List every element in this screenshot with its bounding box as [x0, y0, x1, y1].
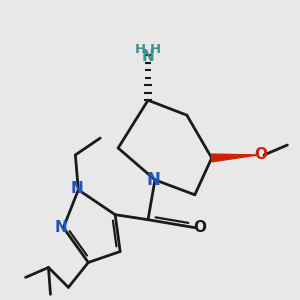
Text: O: O — [194, 220, 207, 235]
Text: N: N — [70, 181, 83, 196]
Text: H: H — [135, 43, 146, 56]
Text: N: N — [55, 220, 68, 235]
Text: N: N — [142, 50, 154, 64]
Text: N: N — [146, 171, 161, 189]
Text: H: H — [150, 43, 161, 56]
Polygon shape — [212, 154, 257, 162]
Text: O: O — [255, 147, 268, 162]
